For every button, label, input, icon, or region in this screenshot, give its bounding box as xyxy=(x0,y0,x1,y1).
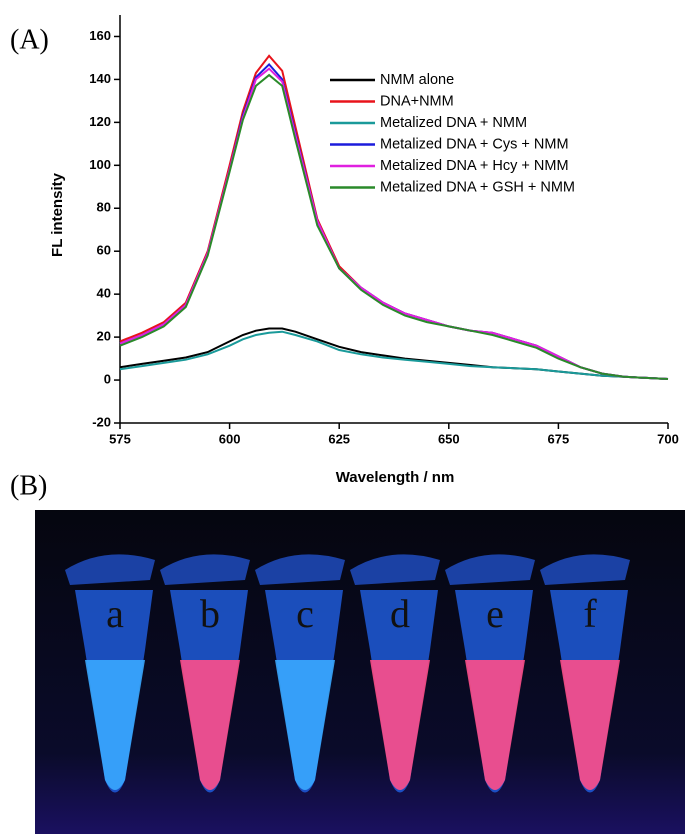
y-tick-label: 40 xyxy=(97,286,111,301)
legend-label: NMM alone xyxy=(380,72,454,88)
tube-liquid xyxy=(560,660,620,790)
legend-label: Metalized DNA + NMM xyxy=(380,115,527,131)
series-line xyxy=(119,62,669,380)
tube-cap xyxy=(445,554,535,585)
series-line xyxy=(119,330,669,380)
x-tick-label: 675 xyxy=(548,431,570,446)
tube-liquid xyxy=(275,660,335,790)
photo: a b c d e f xyxy=(65,554,630,793)
x-tick-label: 600 xyxy=(219,431,241,446)
y-tick-label: 140 xyxy=(89,71,111,86)
x-tick-label: 625 xyxy=(328,431,350,446)
tube-cap xyxy=(65,554,155,585)
legend-label: Metalized DNA + Cys + NMM xyxy=(380,136,569,152)
tube-cap xyxy=(540,554,630,585)
legend-label: Metalized DNA + Hcy + NMM xyxy=(380,158,569,174)
tube-liquid xyxy=(465,660,525,790)
y-tick-label: 100 xyxy=(89,157,111,172)
y-tick-label: 60 xyxy=(97,243,111,258)
tube-label: d xyxy=(390,591,410,636)
tube-cap xyxy=(350,554,440,585)
series-line xyxy=(119,73,669,380)
y-tick-label: 20 xyxy=(97,329,111,344)
panel-label: (A) xyxy=(10,24,49,55)
y-tick-label: 120 xyxy=(89,114,111,129)
tube-label: a xyxy=(106,591,124,636)
tube-label: f xyxy=(583,591,597,636)
y-tick-label: 80 xyxy=(97,200,111,215)
legend-label: DNA+NMM xyxy=(380,93,454,109)
legend-label: Metalized DNA + GSH + NMM xyxy=(380,179,575,195)
tube-liquid xyxy=(370,660,430,790)
panel-label: (B) xyxy=(10,470,47,501)
tube-cap xyxy=(255,554,345,585)
y-axis-label: FL intensity xyxy=(49,172,66,257)
series-line xyxy=(119,327,669,380)
x-tick-label: 650 xyxy=(438,431,460,446)
tube-label: c xyxy=(296,591,314,636)
x-tick-label: 700 xyxy=(657,431,679,446)
x-axis-label: Wavelength / nm xyxy=(336,469,455,486)
tube-label: e xyxy=(486,591,504,636)
tube-cap xyxy=(160,554,250,585)
plot: -20 0 20 40 60 80 100 120 140 160 575 600 625 650 675 7… xyxy=(89,15,679,446)
y-tick-label: 160 xyxy=(89,28,111,43)
y-tick-label: 0 xyxy=(104,371,111,386)
tube-liquid xyxy=(180,660,240,790)
y-tick-label: -20 xyxy=(92,414,111,429)
tube-label: b xyxy=(200,591,220,636)
tube-liquid xyxy=(85,660,145,790)
x-tick-label: 575 xyxy=(109,431,131,446)
